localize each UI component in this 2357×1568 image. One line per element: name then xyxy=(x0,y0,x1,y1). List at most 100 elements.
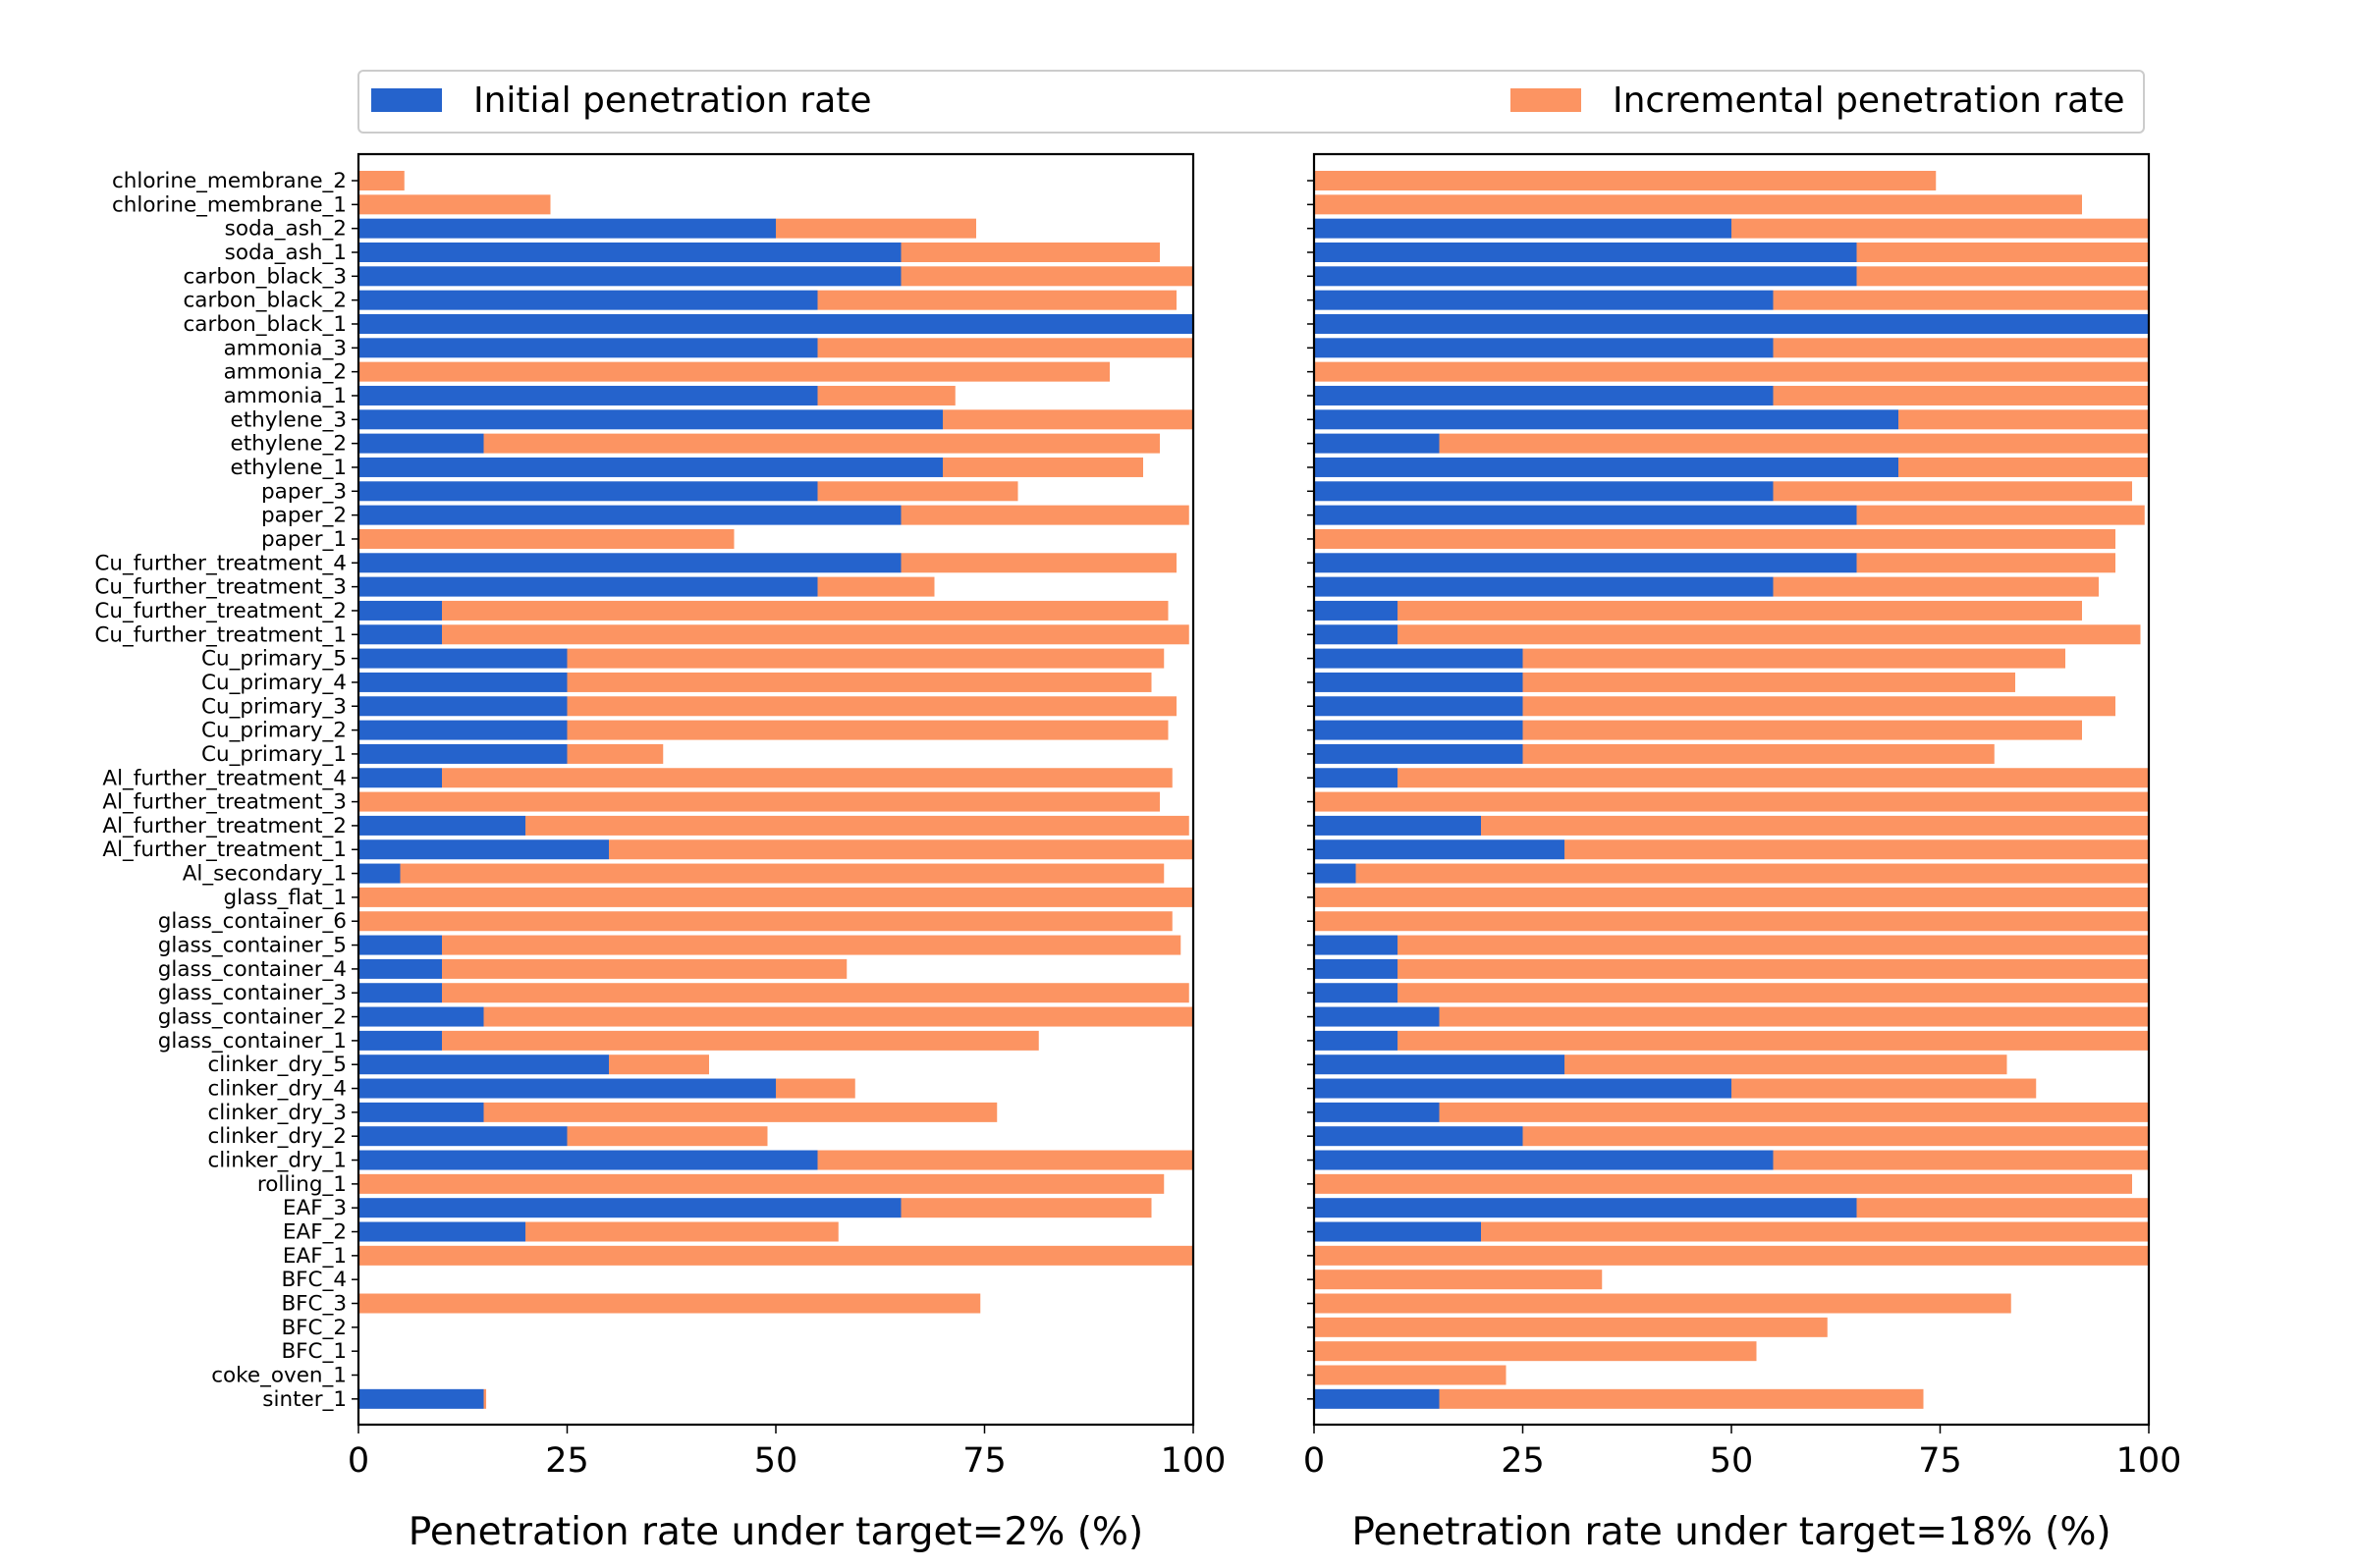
right-bar-initial-paper_2 xyxy=(1314,505,1857,525)
category-label-Cu_further_treatment_4: Cu_further_treatment_4 xyxy=(94,551,347,575)
right-bar-initial-Cu_primary_5 xyxy=(1314,648,1523,669)
left-bar-initial-Cu_primary_4 xyxy=(358,672,568,692)
left-bar-incremental-glass_container_1 xyxy=(442,1030,1039,1051)
category-label-glass_container_1: glass_container_1 xyxy=(158,1029,347,1054)
left-bar-incremental-clinker_dry_2 xyxy=(567,1126,768,1147)
left-panel-y-ticks xyxy=(352,180,358,1400)
category-label-clinker_dry_1: clinker_dry_1 xyxy=(207,1149,347,1173)
left-bar-incremental-ethylene_1 xyxy=(943,457,1143,477)
left-bar-incremental-ammonia_1 xyxy=(817,385,956,406)
right-bar-initial-Al_further_treatment_1 xyxy=(1314,839,1564,860)
category-label-clinker_dry_3: clinker_dry_3 xyxy=(207,1101,347,1125)
right-x-tick-label: 100 xyxy=(2116,1441,2182,1481)
right-bar-incremental-Al_further_treatment_3 xyxy=(1314,791,2149,812)
category-label-Cu_primary_4: Cu_primary_4 xyxy=(201,671,347,695)
left-bar-incremental-chlorine_membrane_2 xyxy=(358,171,405,190)
left-bar-initial-glass_container_5 xyxy=(358,935,442,955)
right-panel-x-ticks: 0 25 50 75 100 xyxy=(1303,1425,2182,1481)
left-bar-incremental-glass_container_2 xyxy=(483,1006,1193,1027)
right-bar-initial-ammonia_1 xyxy=(1314,385,1774,406)
right-panel-bars xyxy=(1314,171,2149,1409)
left-bar-incremental-clinker_dry_3 xyxy=(483,1102,998,1122)
left-bar-initial-glass_container_1 xyxy=(358,1030,442,1051)
right-bar-incremental-Cu_primary_5 xyxy=(1522,648,2065,669)
left-bar-initial-Cu_further_treatment_4 xyxy=(358,553,902,573)
right-x-tick-label: 0 xyxy=(1303,1441,1325,1481)
left-bar-incremental-Cu_further_treatment_2 xyxy=(442,600,1169,621)
right-bar-incremental-Cu_primary_4 xyxy=(1522,672,2015,692)
right-bar-incremental-glass_container_1 xyxy=(1398,1030,2149,1051)
category-label-Cu_primary_1: Cu_primary_1 xyxy=(201,742,347,767)
right-bar-initial-Cu_primary_2 xyxy=(1314,720,1523,740)
category-label-glass_container_3: glass_container_3 xyxy=(158,981,347,1005)
left-bar-incremental-Al_further_treatment_3 xyxy=(358,791,1160,812)
category-label-coke_oven_1: coke_oven_1 xyxy=(211,1364,347,1388)
left-bar-incremental-ammonia_3 xyxy=(817,338,1193,358)
right-bar-incremental-paper_3 xyxy=(1773,481,2132,502)
left-bar-incremental-glass_container_5 xyxy=(442,935,1181,955)
left-bar-incremental-paper_2 xyxy=(901,505,1189,525)
right-bar-initial-carbon_black_2 xyxy=(1314,290,1774,310)
left-bar-initial-ethylene_1 xyxy=(358,457,943,477)
left-bar-initial-clinker_dry_4 xyxy=(358,1078,776,1099)
category-label-glass_flat_1: glass_flat_1 xyxy=(223,886,347,910)
right-bar-initial-glass_container_4 xyxy=(1314,958,1398,979)
left-bar-initial-clinker_dry_1 xyxy=(358,1150,818,1170)
right-bar-initial-soda_ash_2 xyxy=(1314,218,1731,239)
category-label-Cu_primary_3: Cu_primary_3 xyxy=(201,694,347,719)
right-bar-incremental-BFC_4 xyxy=(1314,1270,1603,1290)
category-label-Cu_further_treatment_3: Cu_further_treatment_3 xyxy=(94,575,347,600)
right-panel: 0 25 50 75 100 Penetration rate under target… xyxy=(1303,152,2182,1554)
category-label-ethylene_1: ethylene_1 xyxy=(231,456,348,480)
right-bar-incremental-clinker_dry_1 xyxy=(1773,1150,2149,1170)
right-bar-initial-clinker_dry_5 xyxy=(1314,1054,1564,1075)
category-label-paper_2: paper_2 xyxy=(261,504,347,528)
right-bar-incremental-soda_ash_2 xyxy=(1731,218,2149,239)
left-bar-incremental-Cu_further_treatment_4 xyxy=(901,553,1177,573)
left-bar-incremental-Cu_further_treatment_1 xyxy=(442,624,1189,645)
right-bar-incremental-BFC_1 xyxy=(1314,1341,1757,1362)
right-bar-initial-sinter_1 xyxy=(1314,1388,1440,1409)
left-bar-incremental-paper_1 xyxy=(358,528,735,549)
right-bar-initial-glass_container_3 xyxy=(1314,983,1398,1003)
right-x-tick-label: 50 xyxy=(1710,1441,1754,1481)
right-bar-initial-clinker_dry_2 xyxy=(1314,1126,1523,1147)
left-bar-initial-Cu_further_treatment_1 xyxy=(358,624,442,645)
legend-swatch-initial xyxy=(371,88,442,112)
left-bar-incremental-carbon_black_3 xyxy=(901,266,1193,287)
right-bar-incremental-chlorine_membrane_1 xyxy=(1314,194,2082,215)
left-bar-incremental-ammonia_2 xyxy=(358,361,1110,382)
left-x-tick-label: 25 xyxy=(545,1441,589,1481)
left-bar-initial-soda_ash_2 xyxy=(358,218,776,239)
right-bar-incremental-Cu_primary_1 xyxy=(1522,743,1995,764)
left-bar-incremental-glass_container_6 xyxy=(358,911,1173,932)
left-bar-incremental-Cu_primary_4 xyxy=(567,672,1152,692)
category-label-clinker_dry_4: clinker_dry_4 xyxy=(207,1077,347,1102)
left-bar-incremental-Cu_primary_5 xyxy=(567,648,1165,669)
right-bar-incremental-BFC_2 xyxy=(1314,1317,1828,1337)
left-x-tick-label: 50 xyxy=(754,1441,798,1481)
right-bar-incremental-clinker_dry_4 xyxy=(1731,1078,2037,1099)
category-label-paper_1: paper_1 xyxy=(261,527,347,552)
left-bar-initial-carbon_black_3 xyxy=(358,266,902,287)
left-bar-incremental-glass_flat_1 xyxy=(358,887,1193,907)
left-bar-incremental-ethylene_3 xyxy=(943,409,1193,430)
category-label-BFC_4: BFC_4 xyxy=(281,1268,347,1292)
left-bar-initial-Cu_further_treatment_3 xyxy=(358,576,818,597)
right-bar-incremental-Cu_further_treatment_2 xyxy=(1398,600,2082,621)
left-bar-incremental-soda_ash_2 xyxy=(776,218,976,239)
right-bar-incremental-Al_further_treatment_4 xyxy=(1398,768,2149,788)
left-bar-incremental-carbon_black_2 xyxy=(817,290,1177,310)
right-bar-initial-Cu_primary_1 xyxy=(1314,743,1523,764)
left-bar-incremental-Al_further_treatment_4 xyxy=(442,768,1173,788)
right-bar-incremental-glass_container_2 xyxy=(1439,1006,2149,1027)
left-bar-initial-glass_container_4 xyxy=(358,958,442,979)
right-panel-frame xyxy=(1312,152,2151,1427)
category-label-Al_further_treatment_3: Al_further_treatment_3 xyxy=(102,790,347,815)
category-label-paper_3: paper_3 xyxy=(261,479,347,504)
left-bar-initial-glass_container_3 xyxy=(358,983,442,1003)
left-panel-category-labels: chlorine_membrane_2chlorine_membrane_1so… xyxy=(94,169,347,1412)
left-bar-incremental-Al_secondary_1 xyxy=(400,863,1165,884)
category-label-EAF_2: EAF_2 xyxy=(283,1220,347,1245)
right-bar-initial-EAF_2 xyxy=(1314,1221,1481,1242)
